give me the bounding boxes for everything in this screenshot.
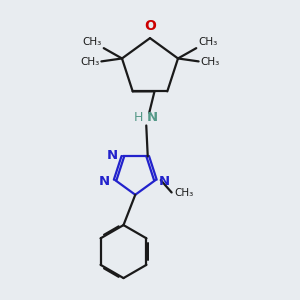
Text: O: O xyxy=(144,19,156,33)
Text: CH₃: CH₃ xyxy=(174,188,193,198)
Text: CH₃: CH₃ xyxy=(83,37,102,47)
Text: CH₃: CH₃ xyxy=(198,37,217,47)
Text: N: N xyxy=(146,111,158,124)
Text: N: N xyxy=(99,175,110,188)
Text: N: N xyxy=(159,175,170,188)
Text: CH₃: CH₃ xyxy=(200,57,220,67)
Text: N: N xyxy=(106,149,118,162)
Text: H: H xyxy=(134,111,143,124)
Text: CH₃: CH₃ xyxy=(80,57,100,67)
